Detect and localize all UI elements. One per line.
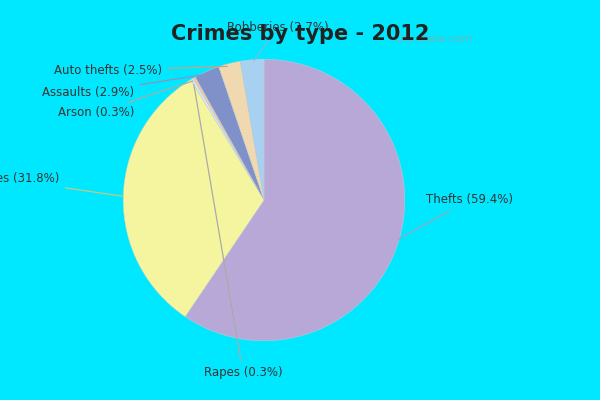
Wedge shape	[240, 59, 264, 200]
Wedge shape	[123, 80, 264, 317]
Wedge shape	[191, 78, 264, 200]
Text: City-Data.com: City-Data.com	[394, 34, 473, 44]
Wedge shape	[193, 77, 264, 200]
Wedge shape	[196, 67, 264, 200]
Wedge shape	[219, 61, 264, 200]
Wedge shape	[185, 59, 405, 341]
Text: Crimes by type - 2012: Crimes by type - 2012	[171, 24, 429, 44]
Text: Arson (0.3%): Arson (0.3%)	[58, 81, 193, 119]
Text: Thefts (59.4%): Thefts (59.4%)	[398, 194, 513, 239]
Text: Burglaries (31.8%): Burglaries (31.8%)	[0, 172, 124, 196]
Text: Rapes (0.3%): Rapes (0.3%)	[194, 84, 282, 379]
Text: Robberies (2.7%): Robberies (2.7%)	[227, 21, 329, 60]
Text: Auto thefts (2.5%): Auto thefts (2.5%)	[55, 64, 227, 77]
Text: Assaults (2.9%): Assaults (2.9%)	[43, 74, 205, 100]
